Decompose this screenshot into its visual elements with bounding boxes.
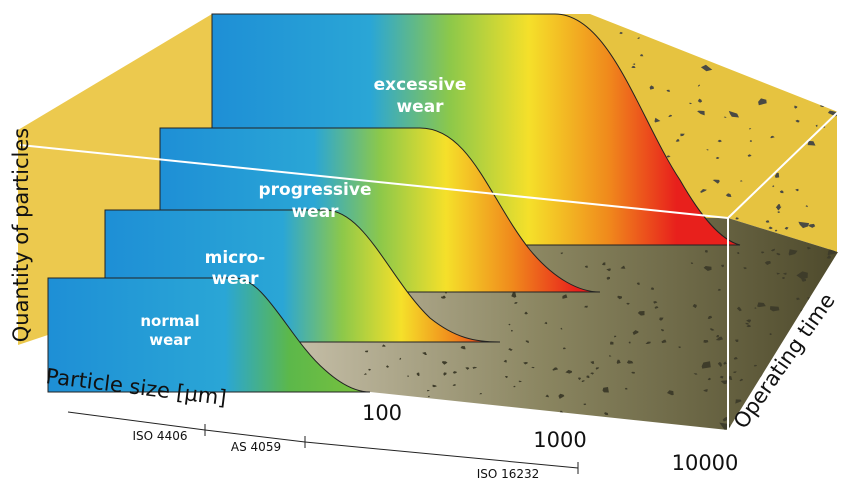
particle: [487, 405, 489, 407]
particle: [277, 413, 280, 415]
standard-label: ISO 4406: [133, 429, 188, 443]
x-tick-label: 10000: [672, 451, 739, 475]
particle: [573, 417, 577, 420]
particle: [560, 419, 562, 421]
particle: [694, 46, 697, 48]
particle: [801, 401, 808, 407]
particle: [798, 385, 807, 390]
particle: [813, 382, 817, 385]
stage-label: micro-: [205, 248, 266, 268]
standard-label: AS 4059: [231, 440, 281, 454]
particle: [811, 356, 820, 360]
stage-label: excessive: [374, 75, 467, 95]
particle: [820, 103, 827, 107]
particle: [755, 13, 761, 16]
particle: [771, 80, 773, 82]
stage-label: wear: [291, 202, 339, 222]
particle: [833, 274, 836, 276]
x-tick-label: 1000: [533, 428, 586, 452]
particle: [796, 14, 798, 16]
particle: [764, 67, 772, 73]
particle: [701, 32, 705, 35]
particle: [610, 342, 614, 345]
particle: [332, 423, 335, 425]
particle: [372, 426, 376, 429]
particle: [295, 400, 297, 402]
particle: [771, 402, 775, 405]
particle: [320, 406, 324, 409]
particle: [714, 59, 720, 62]
particle: [281, 404, 284, 406]
stage-label: progressive: [259, 180, 372, 200]
particle: [826, 399, 835, 406]
x-tick-label: 100: [362, 401, 402, 425]
particle: [825, 60, 830, 64]
stage-label: wear: [211, 269, 259, 289]
particle: [299, 419, 302, 422]
particle: [603, 387, 609, 393]
particle: [834, 22, 837, 24]
particle: [684, 20, 688, 22]
particle: [287, 399, 289, 400]
particle: [309, 403, 312, 405]
standard-ranges: [68, 412, 578, 474]
standard-label: ISO 16232: [477, 467, 540, 481]
particle: [289, 398, 292, 400]
stage-label: wear: [396, 97, 444, 117]
particle: [509, 428, 511, 430]
particle: [796, 401, 799, 402]
particle: [818, 426, 821, 429]
particle: [295, 395, 297, 397]
wear-diagram: excessive wear progressive wear micro- w…: [0, 0, 857, 488]
particle: [705, 250, 708, 253]
particle: [829, 283, 832, 286]
particle: [343, 411, 346, 413]
particle: [674, 12, 679, 16]
particle: [426, 418, 430, 420]
particle: [835, 362, 839, 365]
particle: [762, 44, 766, 47]
particle: [782, 277, 784, 279]
particle: [833, 339, 836, 341]
particle: [808, 78, 811, 79]
particle: [763, 44, 769, 50]
stage-label: wear: [149, 331, 191, 349]
particle: [716, 15, 721, 18]
y-axis-label: Quantity of particles: [9, 128, 33, 342]
particle: [386, 395, 389, 397]
stage-label: normal: [140, 312, 199, 330]
particle: [279, 408, 282, 410]
particle: [831, 396, 836, 401]
